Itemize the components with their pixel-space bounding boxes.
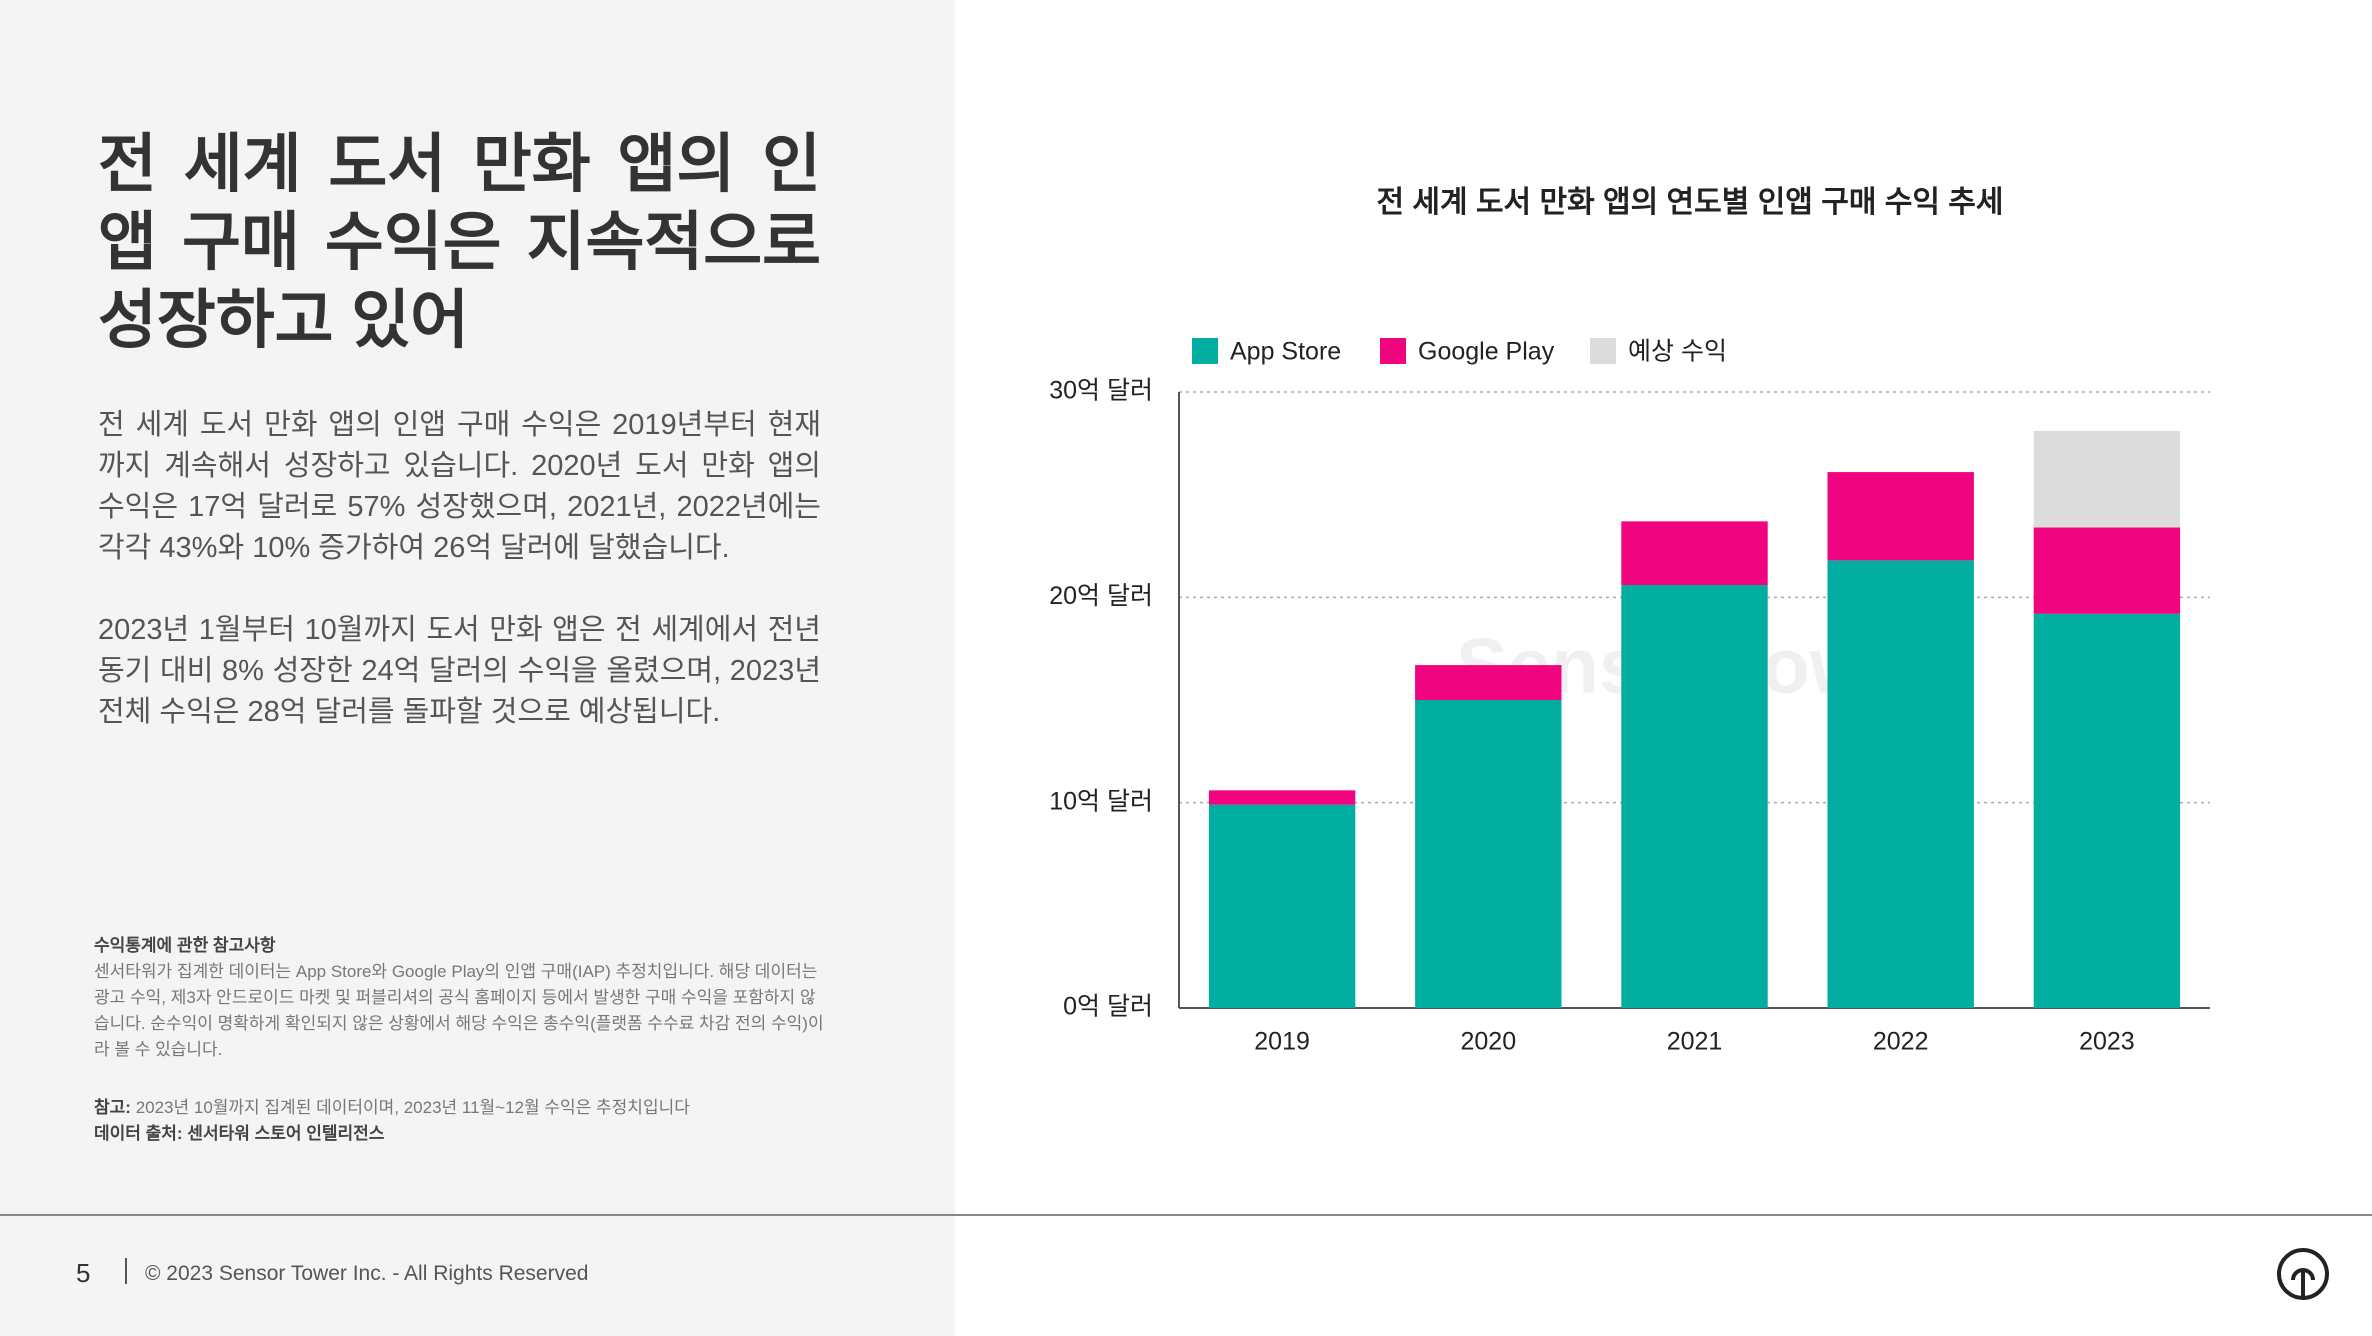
- left-panel: [0, 0, 955, 1336]
- legend-label: Google Play: [1418, 338, 1555, 366]
- bar-segment: [1415, 665, 1562, 700]
- y-tick-label: 10억 달러: [1049, 787, 1153, 815]
- bar-segment: [2033, 613, 2181, 1008]
- legend-swatch: [1380, 338, 1406, 364]
- y-tick-label: 0억 달러: [1063, 993, 1153, 1021]
- bar-segment: [1621, 585, 1768, 1008]
- bar-segment: [1208, 804, 1356, 1008]
- notes-body: 센서타워가 집계한 데이터는 App Store와 Google Play의 인…: [94, 962, 824, 1059]
- bar-segment: [2033, 431, 2181, 528]
- source: 데이터 출처: 센서타워 스토어 인텔리전스: [94, 1124, 385, 1143]
- y-tick-label: 30억 달러: [1049, 377, 1153, 405]
- legend-label: 예상 수익: [1628, 338, 1727, 366]
- bar-segment: [1621, 521, 1768, 586]
- slide-title: 전 세계 도서 만화 앱의 인앱 구매 수익은 지속적으로 성장하고 있어: [98, 128, 821, 356]
- legend-swatch: [1192, 338, 1218, 364]
- note-text: 2023년 10월까지 집계된 데이터이며, 2023년 11월~12월 수익은…: [135, 1098, 690, 1117]
- bar-segment: [1827, 560, 1974, 1008]
- x-tick-label: 2020: [1460, 1028, 1516, 1056]
- logo: [2277, 1248, 2329, 1300]
- note: 참고: 2023년 10월까지 집계된 데이터이며, 2023년 11월~12월…: [94, 1095, 829, 1147]
- x-tick-label: 2019: [1254, 1028, 1310, 1056]
- legend-label: App Store: [1230, 338, 1341, 366]
- legend-swatch: [1590, 338, 1616, 364]
- y-tick-label: 20억 달러: [1049, 582, 1153, 610]
- chart-title: 전 세계 도서 만화 앱의 연도별 인앱 구매 수익 추세: [1376, 186, 2003, 219]
- notes: 수익통계에 관한 참고사항 센서타워가 집계한 데이터는 App Store와 …: [94, 933, 829, 1063]
- bar-segment: [1827, 472, 1974, 561]
- note-label: 참고:: [94, 1098, 131, 1117]
- bar-segment: [1415, 700, 1562, 1008]
- x-tick-label: 2023: [2079, 1028, 2135, 1056]
- x-tick-label: 2022: [1873, 1028, 1929, 1056]
- paragraph: 2023년 1월부터 10월까지 도서 만화 앱은 전 세계에서 전년 동기 대…: [98, 614, 821, 728]
- copyright: © 2023 Sensor Tower Inc. - All Rights Re…: [145, 1262, 589, 1285]
- paragraph: 전 세계 도서 만화 앱의 인앱 구매 수익은 2019년부터 현재까지 계속해…: [98, 409, 821, 564]
- page-number: 5: [76, 1258, 91, 1288]
- bar-segment: [1208, 790, 1356, 805]
- footer-rule: [0, 1214, 2372, 1216]
- notes-title: 수익통계에 관한 참고사항: [94, 936, 276, 955]
- footer-separator: [125, 1258, 127, 1284]
- bar-segment: [2033, 527, 2181, 614]
- x-tick-label: 2021: [1667, 1028, 1723, 1056]
